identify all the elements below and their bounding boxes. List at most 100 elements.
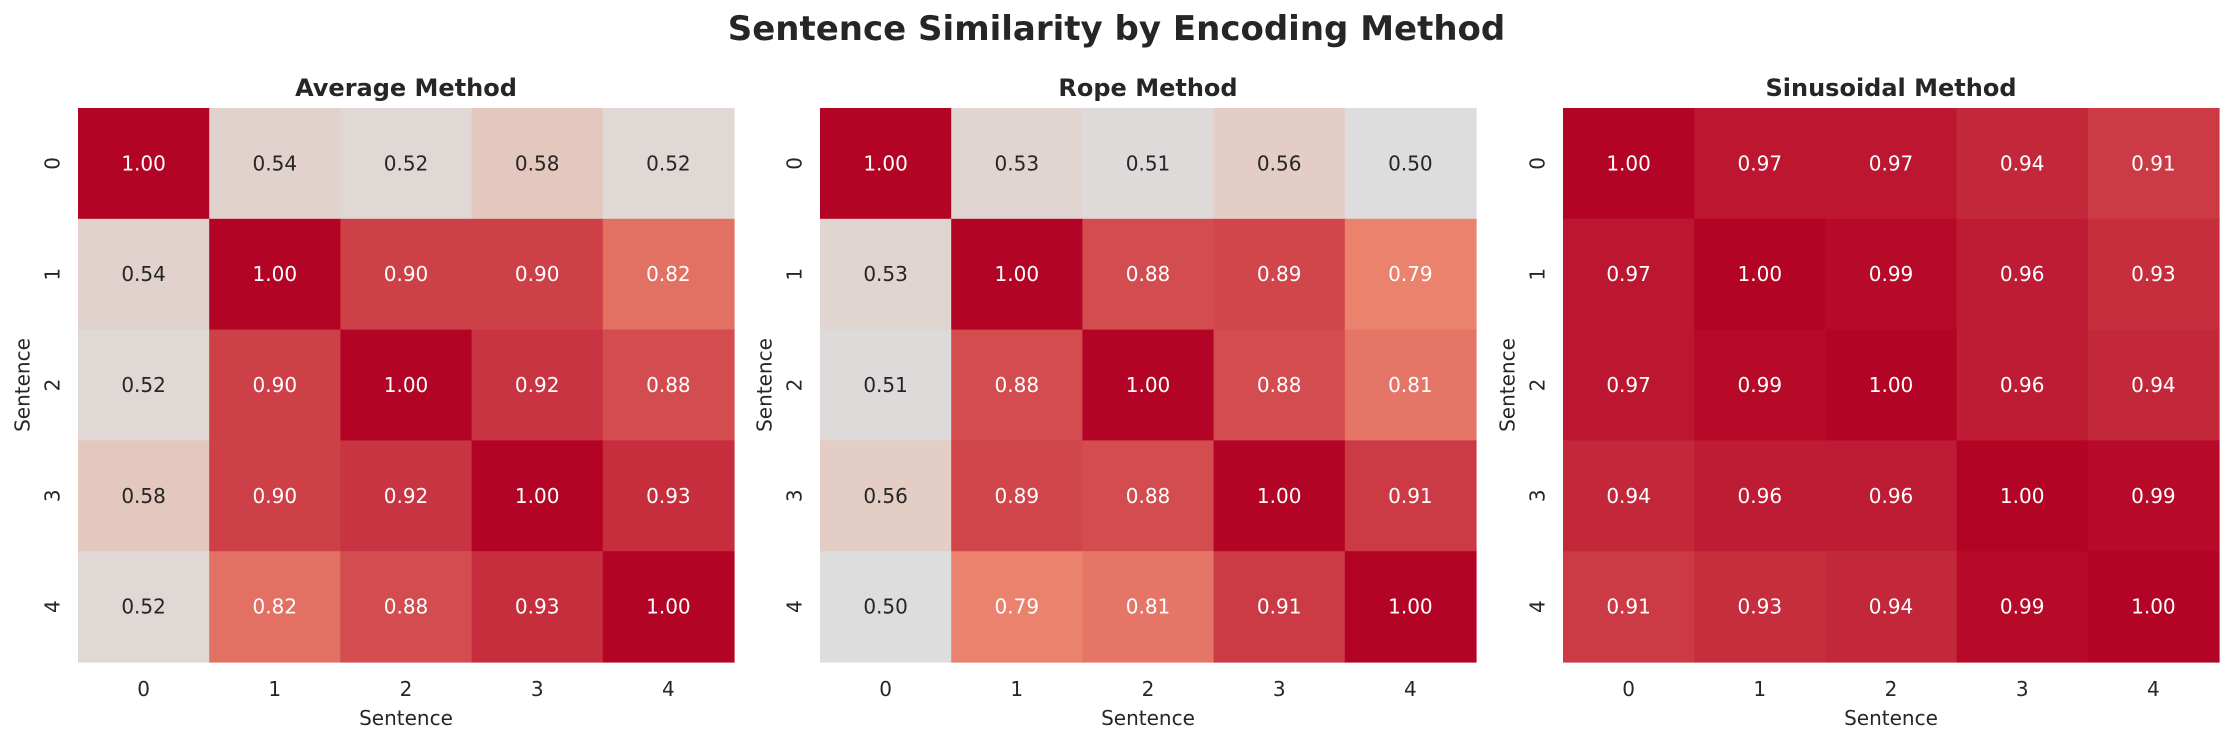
cell-value-label: 0.97 [1606,373,1651,397]
y-tick-label: 1 [1526,268,1550,281]
heatmap-cell [2087,108,2220,220]
panel-title: Sinusoidal Method [1765,74,2016,102]
heatmap-cell [1694,329,1826,441]
cell-value-label: 0.88 [1126,262,1171,286]
cell-value-label: 0.93 [515,595,560,619]
heatmap-cell [209,440,341,552]
cell-value-label: 0.94 [1869,595,1914,619]
heatmap-cell [78,218,210,331]
heatmap-cell [820,440,952,552]
heatmap-cell [1213,440,1346,552]
cell-value-label: 0.56 [863,484,908,508]
cell-value-label: 0.88 [995,373,1040,397]
cell-value-label: 0.91 [1257,595,1302,619]
heatmap-cell [340,329,473,441]
cell-value-label: 0.79 [995,595,1040,619]
cell-value-label: 0.91 [1606,595,1651,619]
cell-value-label: 1.00 [1738,262,1783,286]
heatmap-cell [1956,329,2089,441]
heatmap-cell [820,108,952,220]
x-axis-label: Sentence [1844,706,1938,730]
y-tick-label: 1 [783,268,807,281]
cell-value-label: 0.96 [2000,373,2045,397]
cell-value-label: 1.00 [2000,484,2045,508]
heatmap-cell [78,329,210,441]
heatmap-cell [1563,218,1695,331]
x-tick-label: 0 [1622,677,1635,701]
cell-value-label: 0.92 [384,484,429,508]
x-axis-label: Sentence [359,706,453,730]
cell-value-label: 0.99 [2000,595,2045,619]
cell-value-label: 0.96 [2000,262,2045,286]
heatmap-panel-1: Rope Method 1.00 0.53 0.51 0.56 0.50 0.53 1.00 0… [753,74,1477,730]
x-tick-label: 0 [879,677,892,701]
figure-title: Sentence Similarity by Encoding Method [727,9,1506,49]
cell-value-label: 0.93 [646,484,691,508]
cell-value-label: 1.00 [1126,373,1171,397]
x-tick-label: 4 [662,677,675,701]
heatmap-cell [951,329,1083,441]
heatmap-cell [209,218,341,331]
cell-value-label: 0.90 [253,373,298,397]
cell-value-label: 1.00 [863,151,908,175]
cell-value-label: 0.88 [1257,373,1302,397]
heatmap-cell [1694,218,1826,331]
heatmap-cell [1344,329,1477,441]
y-tick-label: 3 [41,489,65,502]
heatmap-cell [820,551,952,663]
heatmap-cell [1213,551,1346,663]
cell-value-label: 0.81 [1126,595,1171,619]
y-tick-label: 4 [783,600,807,613]
y-tick-label: 1 [41,268,65,281]
y-tick-label: 2 [1526,379,1550,392]
cell-value-label: 0.99 [1738,373,1783,397]
cell-value-label: 1.00 [384,373,429,397]
x-tick-label: 4 [1404,677,1417,701]
x-tick-label: 2 [1885,677,1898,701]
cell-value-label: 0.90 [253,484,298,508]
heatmap-cell [340,108,473,220]
cell-value-label: 0.52 [646,151,691,175]
heatmap-cell [951,218,1083,331]
cell-value-label: 0.82 [646,262,691,286]
cell-value-label: 1.00 [121,151,166,175]
heatmap-cell [1344,218,1477,331]
heatmap-cell [1825,551,1958,663]
y-axis-label: Sentence [11,338,35,432]
heatmap-cell [1825,440,1958,552]
heatmap-cell [340,440,473,552]
cell-value-label: 0.51 [863,373,908,397]
heatmap-cell [602,218,735,331]
heatmap-cell [820,329,952,441]
x-tick-label: 4 [2147,677,2160,701]
heatmap-cell [1344,551,1477,663]
heatmap-cell [1082,440,1215,552]
cell-value-label: 0.54 [121,262,166,286]
heatmap-cell [1956,218,2089,331]
heatmap-cell [1825,218,1958,331]
cell-value-label: 0.53 [863,262,908,286]
heatmap-cell [1344,108,1477,220]
cell-value-label: 1.00 [1257,484,1302,508]
cell-value-label: 0.94 [2000,151,2045,175]
cell-value-label: 0.53 [995,151,1040,175]
cell-value-label: 0.52 [384,151,429,175]
heatmap-cell [78,440,210,552]
cell-value-label: 1.00 [2131,595,2176,619]
x-axis-label: Sentence [1101,706,1195,730]
cell-value-label: 0.52 [121,373,166,397]
heatmap-cell [1956,440,2089,552]
cell-value-label: 0.79 [1388,262,1433,286]
cell-value-label: 0.93 [2131,262,2176,286]
cell-value-label: 0.50 [1388,151,1433,175]
heatmap-cell [1213,108,1346,220]
cell-value-label: 0.58 [515,151,560,175]
y-tick-label: 4 [1526,600,1550,613]
heatmap-cell [2087,218,2220,331]
cell-value-label: 0.92 [515,373,560,397]
y-tick-label: 2 [783,379,807,392]
heatmap-cell [209,108,341,220]
heatmap-cell [951,108,1083,220]
x-tick-label: 3 [531,677,544,701]
